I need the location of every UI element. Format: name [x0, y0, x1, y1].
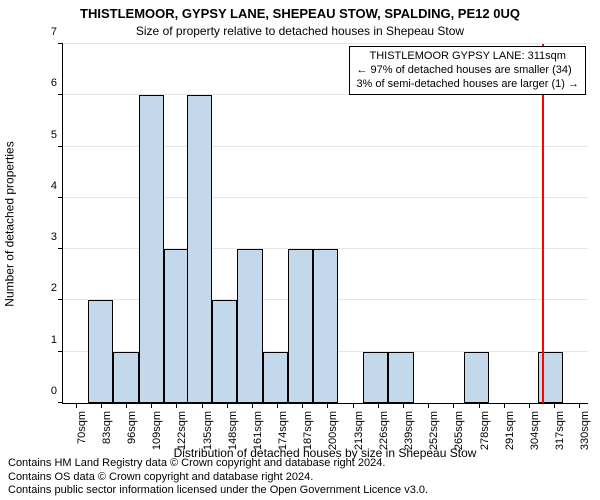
x-tick	[378, 403, 379, 408]
y-tick-label: 3	[51, 231, 63, 243]
chart-container: THISTLEMOOR, GYPSY LANE, SHEPEAU STOW, S…	[0, 0, 600, 500]
x-tick	[453, 403, 454, 408]
x-tick-label: 252sqm	[428, 411, 440, 450]
x-tick	[277, 403, 278, 408]
histogram-bar	[237, 249, 262, 403]
x-tick	[579, 403, 580, 408]
annotation-line3: 3% of semi-detached houses are larger (1…	[356, 78, 579, 92]
x-tick-label: 278sqm	[479, 411, 491, 450]
histogram-bar	[88, 300, 113, 403]
x-tick	[353, 403, 354, 408]
histogram-bar	[363, 352, 388, 403]
x-tick-label: 96sqm	[126, 411, 138, 444]
x-tick	[529, 403, 530, 408]
histogram-bar	[288, 249, 313, 403]
x-tick-label: 226sqm	[378, 411, 390, 450]
annotation-line2: ← 97% of detached houses are smaller (34…	[356, 64, 579, 78]
x-tick-label: 70sqm	[76, 411, 88, 444]
y-tick-label: 4	[51, 180, 63, 192]
histogram-bar	[139, 95, 164, 403]
footer: Contains HM Land Registry data © Crown c…	[8, 457, 592, 498]
histogram-bar	[113, 352, 138, 403]
x-tick-label: 135sqm	[202, 411, 214, 450]
x-tick	[403, 403, 404, 408]
histogram-bar	[388, 352, 413, 403]
x-tick	[101, 403, 102, 408]
marker-line	[542, 44, 544, 403]
x-tick-label: 291sqm	[504, 411, 516, 450]
x-tick-label: 200sqm	[327, 411, 339, 450]
x-tick-label: 122sqm	[176, 411, 188, 450]
x-tick	[227, 403, 228, 408]
x-tick-label: 213sqm	[353, 411, 365, 450]
x-tick-label: 174sqm	[277, 411, 289, 450]
y-axis-label: Number of detached properties	[2, 44, 18, 404]
x-tick	[554, 403, 555, 408]
footer-line1: Contains HM Land Registry data © Crown c…	[8, 457, 592, 471]
histogram-bar	[187, 95, 212, 403]
x-tick	[479, 403, 480, 408]
x-tick	[327, 403, 328, 408]
histogram-bar	[263, 352, 288, 403]
y-tick-label: 7	[51, 26, 63, 38]
histogram-bar	[464, 352, 489, 403]
x-tick	[252, 403, 253, 408]
x-tick-label: 148sqm	[227, 411, 239, 450]
plot-area: THISTLEMOOR GYPSY LANE: 311sqm ← 97% of …	[62, 44, 588, 404]
y-tick-label: 2	[51, 282, 63, 294]
x-tick	[151, 403, 152, 408]
y-tick-label: 1	[51, 334, 63, 346]
y-tick-label: 6	[51, 77, 63, 89]
x-tick	[202, 403, 203, 408]
x-tick-label: 239sqm	[403, 411, 415, 450]
histogram-bar	[212, 300, 237, 403]
histogram-bar	[538, 352, 563, 403]
histogram-bar	[313, 249, 338, 403]
histogram-bar	[164, 249, 189, 403]
y-tick-label: 5	[51, 129, 63, 141]
x-tick	[126, 403, 127, 408]
y-tick-label: 0	[51, 385, 63, 397]
annotation-line1: THISTLEMOOR GYPSY LANE: 311sqm	[356, 50, 579, 64]
x-tick-label: 330sqm	[579, 411, 591, 450]
footer-line2: Contains OS data © Crown copyright and d…	[8, 471, 592, 485]
x-tick-label: 317sqm	[554, 411, 566, 450]
footer-line3: Contains public sector information licen…	[8, 484, 592, 498]
x-tick	[302, 403, 303, 408]
x-tick-label: 83sqm	[101, 411, 113, 444]
x-tick	[76, 403, 77, 408]
x-tick	[176, 403, 177, 408]
bars-layer	[63, 44, 588, 403]
x-tick	[504, 403, 505, 408]
x-tick	[428, 403, 429, 408]
x-tick-label: 187sqm	[302, 411, 314, 450]
annotation-box: THISTLEMOOR GYPSY LANE: 311sqm ← 97% of …	[349, 46, 586, 95]
x-tick-label: 161sqm	[252, 411, 264, 450]
x-tick-label: 304sqm	[529, 411, 541, 450]
x-tick-label: 109sqm	[151, 411, 163, 450]
x-tick-label: 265sqm	[453, 411, 465, 450]
chart-subtitle: Size of property relative to detached ho…	[0, 24, 600, 38]
chart-title: THISTLEMOOR, GYPSY LANE, SHEPEAU STOW, S…	[0, 6, 600, 21]
